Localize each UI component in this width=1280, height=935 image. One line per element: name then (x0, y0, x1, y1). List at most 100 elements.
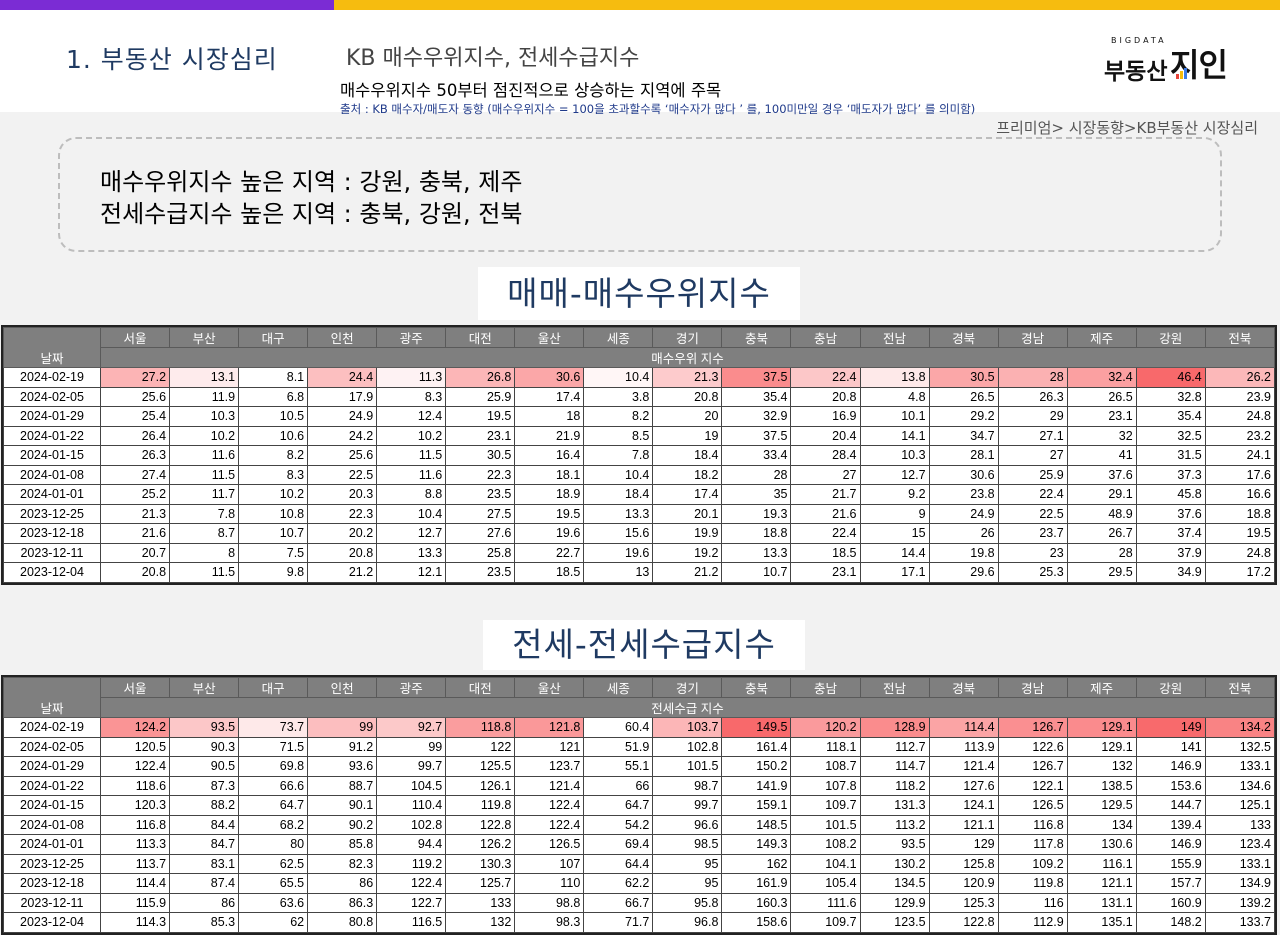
value-cell: 116 (997, 892, 1068, 913)
value-cell: 51.9 (583, 736, 654, 757)
value-cell: 135.1 (1066, 912, 1137, 933)
value-cell: 29.5 (1066, 562, 1137, 583)
value-cell: 13 (583, 562, 654, 583)
value-cell: 31.5 (1135, 445, 1206, 466)
value-cell: 26.3 (997, 386, 1068, 407)
logo-main-text: 부동산 (1104, 59, 1168, 85)
value-cell: 37.9 (1135, 542, 1206, 563)
value-cell: 68.2 (238, 814, 309, 835)
value-cell: 10.3 (169, 406, 240, 427)
value-cell: 132 (1066, 756, 1137, 777)
value-cell: 157.7 (1135, 873, 1206, 894)
value-cell: 134.9 (1204, 873, 1276, 894)
value-cell: 90.3 (169, 736, 240, 757)
region-header: 충북 (721, 327, 792, 348)
value-cell: 149.5 (721, 717, 792, 738)
value-cell: 22.4 (790, 523, 861, 544)
value-cell: 93.5 (859, 834, 930, 855)
date-cell: 2023-12-18 (3, 523, 101, 544)
value-cell: 12.7 (859, 464, 930, 485)
value-cell: 17.9 (307, 386, 378, 407)
value-cell: 162 (721, 853, 792, 874)
value-cell: 11.3 (376, 367, 447, 388)
date-cell: 2024-01-01 (3, 484, 101, 505)
value-cell: 34.9 (1135, 562, 1206, 583)
value-cell: 54.2 (583, 814, 654, 835)
value-cell: 122.4 (514, 814, 585, 835)
value-cell: 132.5 (1204, 736, 1276, 757)
value-cell: 149.3 (721, 834, 792, 855)
value-cell: 37.6 (1135, 503, 1206, 524)
value-cell: 122 (445, 736, 516, 757)
date-cell: 2024-01-22 (3, 775, 101, 796)
value-cell: 139.2 (1204, 892, 1276, 913)
value-cell: 10.4 (583, 464, 654, 485)
value-cell: 115.9 (99, 892, 171, 913)
value-cell: 126.5 (997, 795, 1068, 816)
value-cell: 64.4 (583, 853, 654, 874)
value-cell: 24.4 (307, 367, 378, 388)
value-cell: 21.6 (790, 503, 861, 524)
value-cell: 10.4 (376, 503, 447, 524)
value-cell: 120.3 (99, 795, 171, 816)
value-cell: 87.4 (169, 873, 240, 894)
value-cell: 19.5 (514, 503, 585, 524)
value-cell: 126.5 (514, 834, 585, 855)
value-cell: 116.1 (1066, 853, 1137, 874)
region-header: 충남 (790, 677, 861, 698)
buy-index-table: 날짜 서울 부산 대구 인천 광주 대전 울산 세종 경기 충북 충남 전남 경북 경남 제주 강원 전북 매수우위… (1, 325, 1277, 585)
table-row: 2024-01-22 26.4 10.2 10.6 24.2 10.2 23.1 21.9 8.… (3, 425, 1276, 446)
value-cell: 101.5 (790, 814, 861, 835)
value-cell: 131.1 (1066, 892, 1137, 913)
region-header: 경북 (928, 327, 999, 348)
value-cell: 22.5 (997, 503, 1068, 524)
value-cell: 88.7 (307, 775, 378, 796)
value-cell: 23.2 (1204, 425, 1276, 446)
value-cell: 128.9 (859, 717, 930, 738)
summary-jeonse-line: 전세수급지수 높은 지역 : 충북, 강원, 전북 (100, 200, 523, 228)
table-row: 2023-12-11 115.9 86 63.6 86.3 122.7 133 98.8 66.… (3, 892, 1276, 913)
value-cell: 23.5 (445, 484, 516, 505)
value-cell: 29.2 (928, 406, 999, 427)
value-cell: 24.9 (307, 406, 378, 427)
value-cell: 15.6 (583, 523, 654, 544)
value-cell: 73.7 (238, 717, 309, 738)
value-cell: 19 (652, 425, 723, 446)
value-cell: 119.2 (376, 853, 447, 874)
value-cell: 116.5 (376, 912, 447, 933)
value-cell: 8.3 (376, 386, 447, 407)
value-cell: 10.8 (238, 503, 309, 524)
region-header: 경북 (928, 677, 999, 698)
value-cell: 107.8 (790, 775, 861, 796)
value-cell: 23.5 (445, 562, 516, 583)
value-cell: 122.4 (99, 756, 171, 777)
value-cell: 118.8 (445, 717, 516, 738)
table-row: 2023-12-25 21.3 7.8 10.8 22.3 10.4 27.5 19.5 13.… (3, 503, 1276, 524)
value-cell: 121.4 (928, 756, 999, 777)
value-cell: 11.9 (169, 386, 240, 407)
value-cell: 95 (652, 873, 723, 894)
value-cell: 64.7 (238, 795, 309, 816)
date-cell: 2023-12-04 (3, 912, 101, 933)
value-cell: 21.3 (99, 503, 171, 524)
value-cell: 10.7 (238, 523, 309, 544)
value-cell: 133 (1204, 814, 1276, 835)
value-cell: 27.2 (99, 367, 171, 388)
value-cell: 102.8 (376, 814, 447, 835)
value-cell: 150.2 (721, 756, 792, 777)
value-cell: 148.5 (721, 814, 792, 835)
value-cell: 7.8 (583, 445, 654, 466)
value-cell: 21.2 (307, 562, 378, 583)
value-cell: 10.3 (859, 445, 930, 466)
date-cell: 2024-01-15 (3, 445, 101, 466)
bigdata-logo[interactable]: BIGDATA 부동산 지인 (1104, 36, 1254, 86)
value-cell: 149 (1135, 717, 1206, 738)
value-cell: 12.7 (376, 523, 447, 544)
value-cell: 13.3 (721, 542, 792, 563)
table-row: 2024-01-29 25.4 10.3 10.5 24.9 12.4 19.5 18 8.2 2… (3, 406, 1276, 427)
value-cell: 8.1 (238, 367, 309, 388)
value-cell: 23.8 (928, 484, 999, 505)
value-cell: 18.1 (514, 464, 585, 485)
value-cell: 103.7 (652, 717, 723, 738)
breadcrumb[interactable]: 프리미엄> 시장동향>KB부동산 시장심리 (996, 119, 1258, 137)
